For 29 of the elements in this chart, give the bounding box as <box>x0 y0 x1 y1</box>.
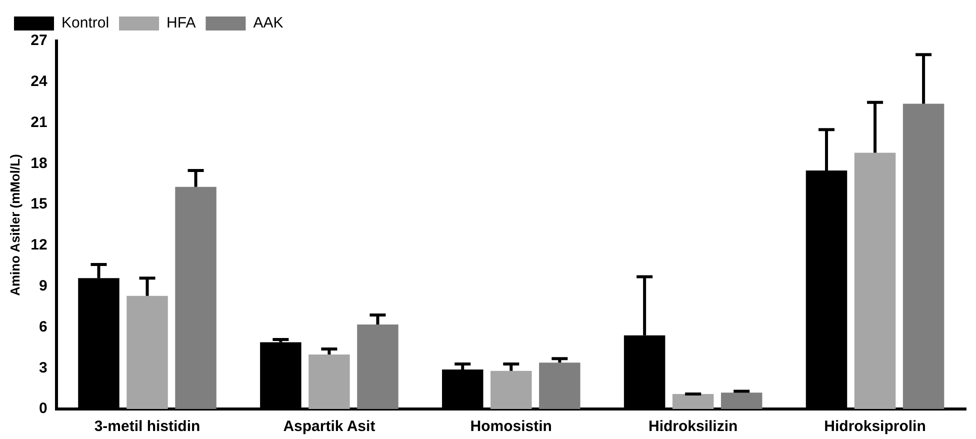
y-tick-label: 6 <box>38 318 48 336</box>
bar <box>854 152 896 409</box>
legend-label: Kontrol <box>62 14 110 32</box>
bar <box>672 394 714 409</box>
x-tick-label: Aspartik Asit <box>283 418 376 436</box>
y-tick-label: 15 <box>30 196 48 213</box>
bar <box>308 354 350 409</box>
bar <box>539 362 580 409</box>
x-tick-label: Hidroksiprolin <box>824 418 926 436</box>
y-axis-title: Amino Asitler (mMol/L) <box>7 154 22 296</box>
y-tick-label: 3 <box>38 359 48 376</box>
legend-label: AAK <box>253 14 284 32</box>
y-tick-label: 24 <box>30 73 48 90</box>
bar <box>720 392 762 409</box>
y-tick-label: 12 <box>30 236 48 254</box>
y-tick-label: 18 <box>30 154 48 172</box>
bar <box>490 370 532 409</box>
bar <box>126 296 168 409</box>
bar <box>175 186 216 409</box>
x-tick-label: Homosistin <box>470 418 552 436</box>
x-tick-label: Hidroksilizin <box>648 418 738 436</box>
y-tick-label: 9 <box>38 277 48 294</box>
bar <box>902 104 944 409</box>
bar <box>357 324 398 409</box>
y-tick-label: 0 <box>38 400 48 418</box>
y-tick-label: 21 <box>30 114 48 131</box>
y-tick-label: 27 <box>30 32 48 50</box>
x-tick-label: 3-metil histidin <box>94 418 200 436</box>
legend-label: HFA <box>166 14 196 32</box>
